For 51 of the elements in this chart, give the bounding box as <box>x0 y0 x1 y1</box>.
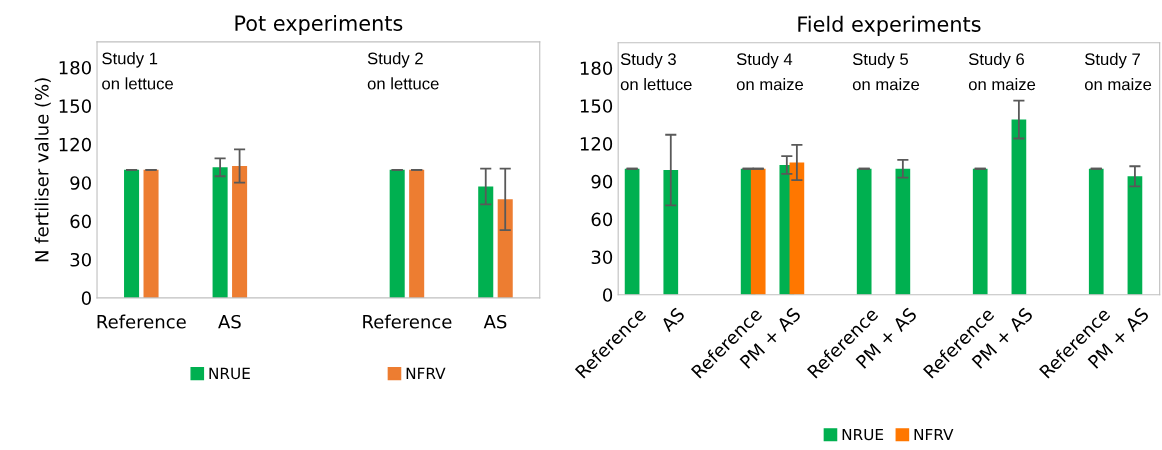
x-tick-label: AS <box>483 314 507 329</box>
y-axis-title: N fertiliser value (%) <box>34 78 51 262</box>
y-tick-label: 0 <box>81 291 91 306</box>
y-tick-label: 120 <box>580 137 613 151</box>
x-tick-label: Reference <box>363 314 452 329</box>
y-tick-label: 150 <box>580 99 613 113</box>
x-tick-label: Reference <box>97 314 186 329</box>
legend-label: NFRV <box>914 428 954 441</box>
annotation: Study 2 on lettuce <box>367 52 439 90</box>
annotation: Study 3 on lettuce <box>620 52 692 91</box>
annotation: Study 5 on maize <box>852 52 920 91</box>
annotation: Study 1 on lettuce <box>102 52 173 90</box>
bar <box>232 166 248 298</box>
y-tick-label: 0 <box>603 288 613 302</box>
bar <box>1088 168 1104 295</box>
y-tick-label: 60 <box>70 214 91 229</box>
y-tick-label: 30 <box>70 252 91 267</box>
bar <box>124 169 140 298</box>
y-tick-label: 60 <box>591 212 613 227</box>
y-tick-label: 150 <box>59 99 91 113</box>
bar <box>478 186 494 298</box>
y-tick-label: 180 <box>580 61 613 76</box>
legend-label: NFRV <box>406 367 446 379</box>
legend-label: NRUE <box>842 428 884 441</box>
chart-title: Field experiments <box>798 15 981 36</box>
y-tick-label: 180 <box>59 60 91 75</box>
bar <box>663 170 679 295</box>
bar <box>750 168 766 295</box>
bar <box>497 199 513 298</box>
legend-label: NRUE <box>209 367 250 380</box>
annotation: Study 7 on maize <box>1084 52 1152 91</box>
bar <box>409 169 425 298</box>
bar <box>972 168 988 295</box>
y-tick-label: 30 <box>591 250 613 265</box>
bar <box>1127 176 1143 295</box>
y-tick-label: 90 <box>591 174 613 189</box>
bar <box>856 168 872 295</box>
bar <box>143 169 159 298</box>
annotation: Study 4 on maize <box>736 52 804 91</box>
y-tick-label: 90 <box>70 176 91 190</box>
chart-title: Pot experiments <box>235 14 403 36</box>
bar <box>624 168 640 295</box>
x-tick-label: AS <box>659 306 686 333</box>
bar <box>789 162 805 295</box>
x-tick-label: AS <box>218 314 241 329</box>
bar <box>1011 119 1027 295</box>
y-tick-label: 120 <box>59 137 91 152</box>
bar <box>389 169 405 298</box>
annotation: Study 6 on maize <box>968 52 1036 91</box>
bar <box>212 167 228 298</box>
bar <box>895 168 911 295</box>
